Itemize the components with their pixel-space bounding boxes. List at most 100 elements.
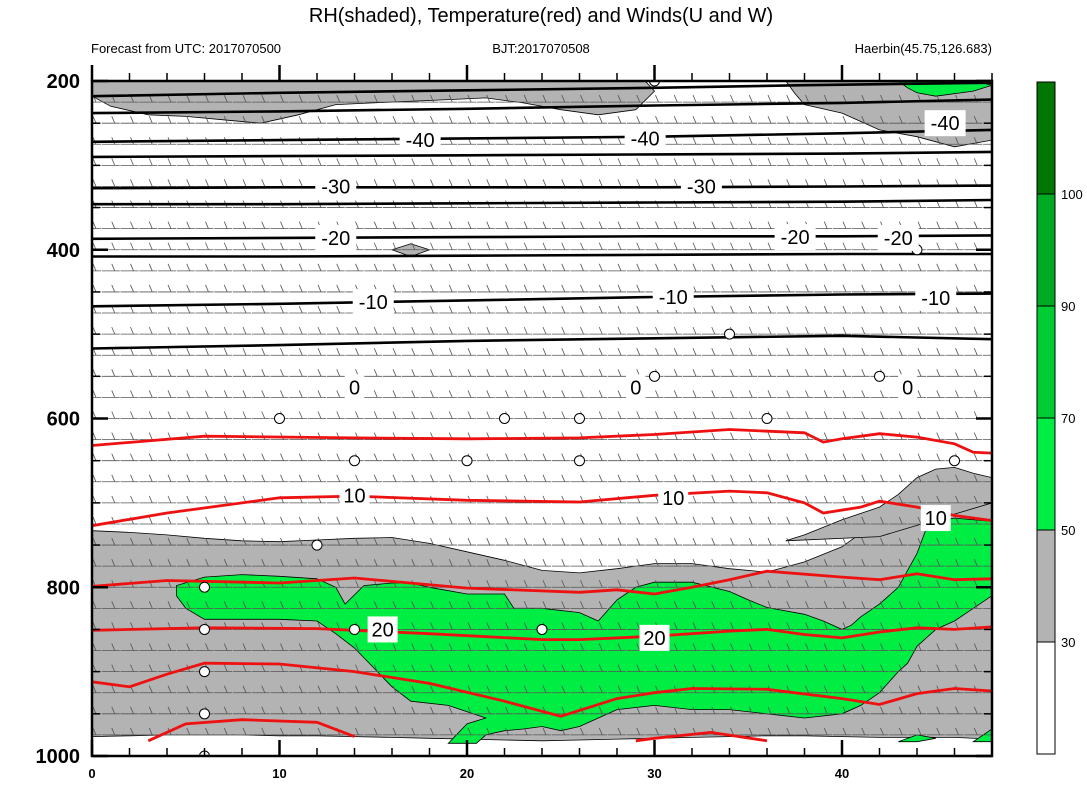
wind-barb-tick — [373, 685, 378, 693]
wind-barb-tick — [505, 643, 509, 651]
wind-barb-tick — [692, 601, 697, 609]
wind-barb-tick — [692, 137, 697, 145]
wind-barb-tick — [542, 242, 547, 250]
wind-barb-tick — [636, 284, 641, 293]
wind-barb-tick — [898, 137, 903, 145]
wind-barb-tick — [767, 158, 772, 166]
contour-label-bg — [898, 374, 918, 401]
wind-barb-tick — [336, 326, 341, 335]
wind-barb-tick — [561, 537, 566, 546]
wind-barb-tick — [936, 242, 941, 250]
wind-barb-tick — [205, 601, 209, 609]
wind-barb-tick — [392, 116, 397, 124]
wind-barb-tick — [448, 94, 453, 103]
wind-barb-tick — [767, 305, 772, 314]
wind-barb-tick — [617, 305, 622, 314]
wind-barb-tick — [823, 137, 828, 145]
wind-barb-tick — [842, 369, 847, 377]
wind-barb-tick — [786, 580, 791, 588]
wind-barb-tick — [880, 137, 884, 145]
wind-barb-tick — [467, 348, 472, 356]
wind-barb-tick — [523, 558, 528, 567]
wind-barb-tick — [880, 453, 884, 461]
wind-barb-tick — [186, 495, 191, 504]
wind-barb-tick — [748, 221, 753, 229]
wind-barb-tick — [617, 727, 622, 736]
wind-barb-tick — [486, 158, 491, 166]
wind-barb-tick — [167, 558, 172, 567]
wind-barb-tick — [130, 348, 134, 356]
wind-barb-tick — [392, 643, 397, 651]
calm-wind-circle — [349, 623, 360, 635]
wind-barb-tick — [467, 706, 472, 714]
wind-barb-tick — [636, 558, 641, 567]
wind-barb-tick — [692, 664, 697, 672]
temperature-contour-black-7 — [92, 252, 992, 258]
wind-barb-tick — [805, 727, 809, 736]
wind-barb-tick — [411, 643, 416, 651]
wind-barb-tick — [298, 643, 303, 651]
wind-barb-tick — [823, 432, 828, 440]
wind-barb-tick — [805, 137, 809, 145]
wind-barb-tick — [467, 263, 472, 272]
wind-barb-tick — [186, 390, 191, 398]
wind-barb-tick — [542, 580, 547, 588]
contour-label-bg — [774, 224, 816, 251]
wind-barb-tick — [880, 580, 884, 588]
wind-barb-tick — [786, 158, 791, 166]
wind-barb-tick — [786, 305, 791, 314]
wind-barb-tick — [748, 116, 753, 124]
wind-barb-tick — [167, 495, 172, 504]
wind-barb-tick — [486, 622, 491, 630]
wind-barb-tick — [430, 179, 434, 187]
wind-barb-tick — [598, 284, 603, 293]
wind-barb-tick — [955, 326, 959, 335]
wind-barb-tick — [298, 411, 303, 419]
wind-barb-tick — [223, 305, 228, 314]
wind-barb-tick — [673, 411, 678, 419]
wind-barb-tick — [167, 326, 172, 335]
wind-barb-tick — [467, 326, 472, 335]
wind-barb-tick — [823, 664, 828, 672]
wind-barb-tick — [842, 643, 847, 651]
wind-barb-tick — [130, 537, 134, 546]
wind-barb-tick — [861, 495, 866, 504]
wind-barb-tick — [92, 516, 97, 525]
colorbar-tick-label: 90 — [1061, 299, 1075, 314]
wind-barb-tick — [317, 474, 322, 482]
wind-barb-tick — [542, 453, 547, 461]
wind-barb-tick — [486, 474, 491, 482]
wind-barb-tick — [786, 516, 791, 525]
wind-barb-tick — [598, 474, 603, 482]
wind-barb-tick — [880, 537, 884, 546]
wind-barb-tick — [880, 474, 884, 482]
wind-barb-tick — [317, 453, 322, 461]
wind-barb-tick — [993, 517, 996, 524]
wind-barb-tick — [523, 284, 528, 293]
wind-barb-tick — [786, 664, 791, 672]
wind-barb-tick — [823, 601, 828, 609]
wind-barb-tick — [561, 348, 566, 356]
wind-barb-tick — [523, 94, 528, 103]
wind-barb-tick — [993, 644, 996, 651]
wind-barb-tick — [148, 242, 153, 250]
wind-barb-tick — [917, 474, 922, 482]
rh-region-gray-right-upper — [785, 466, 992, 542]
wind-barb-tick — [430, 474, 434, 482]
wind-barb-tick — [767, 622, 772, 630]
wind-barb-tick — [317, 390, 322, 398]
wind-barb-tick — [880, 411, 884, 419]
wind-barb-tick — [486, 558, 491, 567]
y-tick-label: 200 — [47, 71, 80, 93]
wind-barb-tick — [467, 369, 472, 377]
wind-barb-tick — [805, 116, 809, 124]
wind-barb-tick — [748, 369, 753, 377]
wind-barb-tick — [955, 537, 959, 546]
wind-barb-tick — [673, 643, 678, 651]
wind-barb-tick — [505, 537, 509, 546]
wind-barb-tick — [655, 580, 659, 588]
wind-barb-tick — [561, 706, 566, 714]
wind-barb-tick — [223, 537, 228, 546]
wind-barb-tick — [861, 116, 866, 124]
wind-barb-tick — [823, 474, 828, 482]
